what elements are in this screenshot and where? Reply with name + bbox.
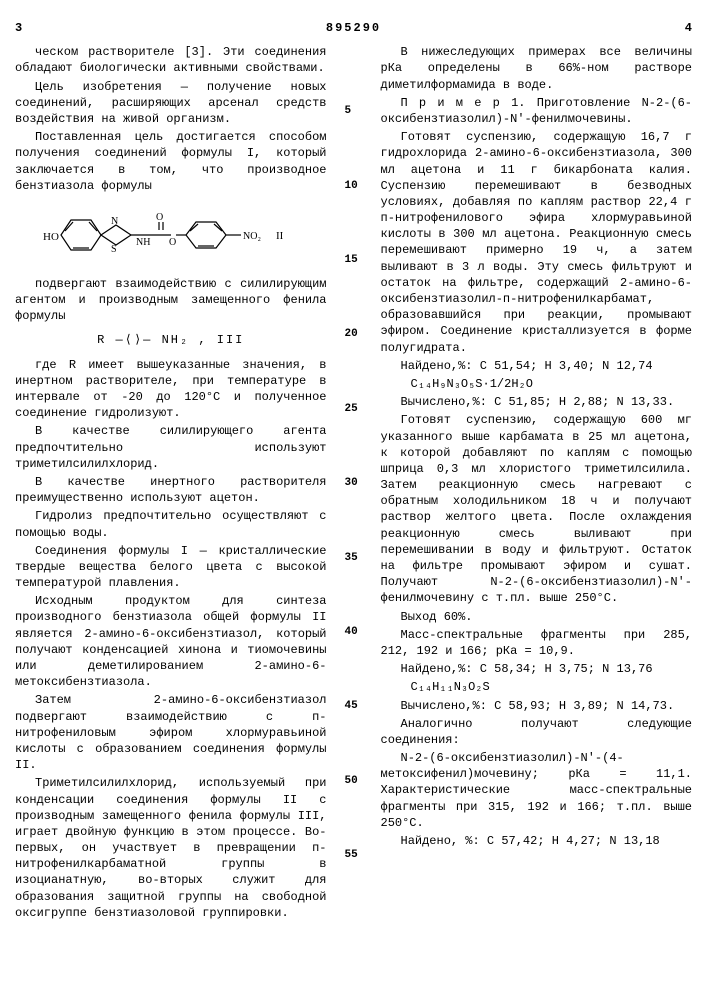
paragraph: Соединения формулы I — кристаллические т… [15, 543, 327, 592]
analysis-calc: Вычислено,%: С 58,93; Н 3,89; N 14,73. [381, 698, 693, 714]
paragraph: Готовят суспензию, содержащую 600 мг ука… [381, 412, 693, 606]
paragraph: Исходным продуктом для синтеза производн… [15, 593, 327, 690]
line-number: 55 [345, 848, 363, 863]
chemical-formula: C₁₄H₉N₃O₅S·1/2H₂O [381, 376, 693, 392]
svg-text:NH: NH [136, 237, 150, 248]
line-number: 45 [345, 699, 363, 714]
line-number-gutter: 5 10 15 20 25 30 35 40 45 50 55 [345, 44, 363, 923]
paragraph: Поставленная цель достигается способом п… [15, 129, 327, 194]
svg-text:S: S [111, 244, 117, 255]
analysis-calc: Вычислено,%: С 51,85; Н 2,88; N 13,33. [381, 394, 693, 410]
line-number: 10 [345, 179, 363, 194]
line-number: 30 [345, 476, 363, 491]
line-number: 50 [345, 774, 363, 789]
paragraph: В качестве силилирующего агента предпочт… [15, 423, 327, 472]
analysis-found: Найдено, %: С 57,42; Н 4,27; N 13,18 [381, 833, 693, 849]
yield: Выход 60%. [381, 609, 693, 625]
paragraph: Цель изобретения — получение новых соеди… [15, 79, 327, 128]
text-columns: ческом растворителе [3]. Эти соединения … [15, 44, 692, 923]
paragraph: Гидролиз предпочтительно осуществляют с … [15, 508, 327, 540]
paragraph: Аналогично получают следующие соединения… [381, 716, 693, 748]
line-number: 35 [345, 551, 363, 566]
svg-text:O: O [169, 237, 176, 248]
line-number: 5 [345, 104, 363, 119]
svg-text:HO: HO [43, 231, 59, 243]
paragraph: В нижеследующих примерах все величины pК… [381, 44, 693, 93]
paragraph: Готовят суспензию, содержащую 16,7 г гид… [381, 129, 693, 356]
chemical-structure-iii: R —⟨⟩— NH₂ , III [15, 332, 327, 348]
right-column: В нижеследующих примерах все величины pК… [381, 44, 693, 923]
paragraph: N-2-(6-оксибензтиазолил)-N'-(4-метоксифе… [381, 750, 693, 831]
paragraph: П р и м е р 1. Приготовление N-2-(6-окси… [381, 95, 693, 127]
svg-text:O: O [156, 212, 163, 223]
page-header: 3 895290 4 [15, 20, 692, 36]
chemical-formula: C₁₄H₁₁N₃O₂S [381, 679, 693, 695]
right-page-number: 4 [685, 20, 692, 36]
paragraph: Масс-спектральные фрагменты при 285, 212… [381, 627, 693, 659]
patent-number: 895290 [22, 20, 685, 36]
analysis-found: Найдено,%: С 58,34; Н 3,75; N 13,76 [381, 661, 693, 677]
line-number: 40 [345, 625, 363, 640]
left-column: ческом растворителе [3]. Эти соединения … [15, 44, 327, 923]
svg-text:II: II [276, 230, 284, 242]
paragraph: Затем 2-амино-6-оксибензтиазол подвергаю… [15, 692, 327, 773]
paragraph: подвергают взаимодействию с силилирующим… [15, 276, 327, 325]
left-page-number: 3 [15, 20, 22, 36]
paragraph: где R имеет вышеуказанные значения, в ин… [15, 357, 327, 422]
paragraph: В качестве инертного растворителя преиму… [15, 474, 327, 506]
paragraph: Триметилсилилхлорид, используемый при ко… [15, 775, 327, 921]
chemical-structure-ii: HO N S NH O O [15, 200, 327, 270]
svg-text:NO₂: NO₂ [243, 231, 261, 242]
analysis-found: Найдено,%: С 51,54; Н 3,40; N 12,74 [381, 358, 693, 374]
line-number: 25 [345, 402, 363, 417]
line-number: 20 [345, 327, 363, 342]
paragraph: ческом растворителе [3]. Эти соединения … [15, 44, 327, 76]
svg-text:N: N [111, 216, 118, 227]
line-number: 15 [345, 253, 363, 268]
